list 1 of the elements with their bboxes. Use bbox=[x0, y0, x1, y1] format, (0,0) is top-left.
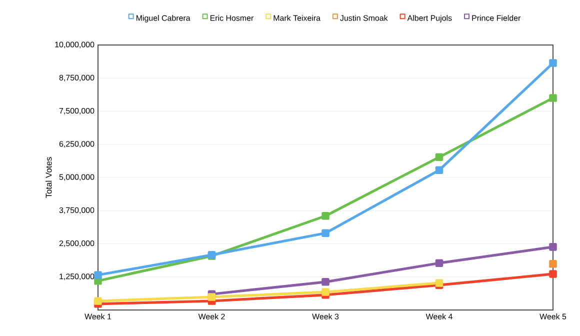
y-axis-title: Total Votes bbox=[46, 157, 52, 198]
